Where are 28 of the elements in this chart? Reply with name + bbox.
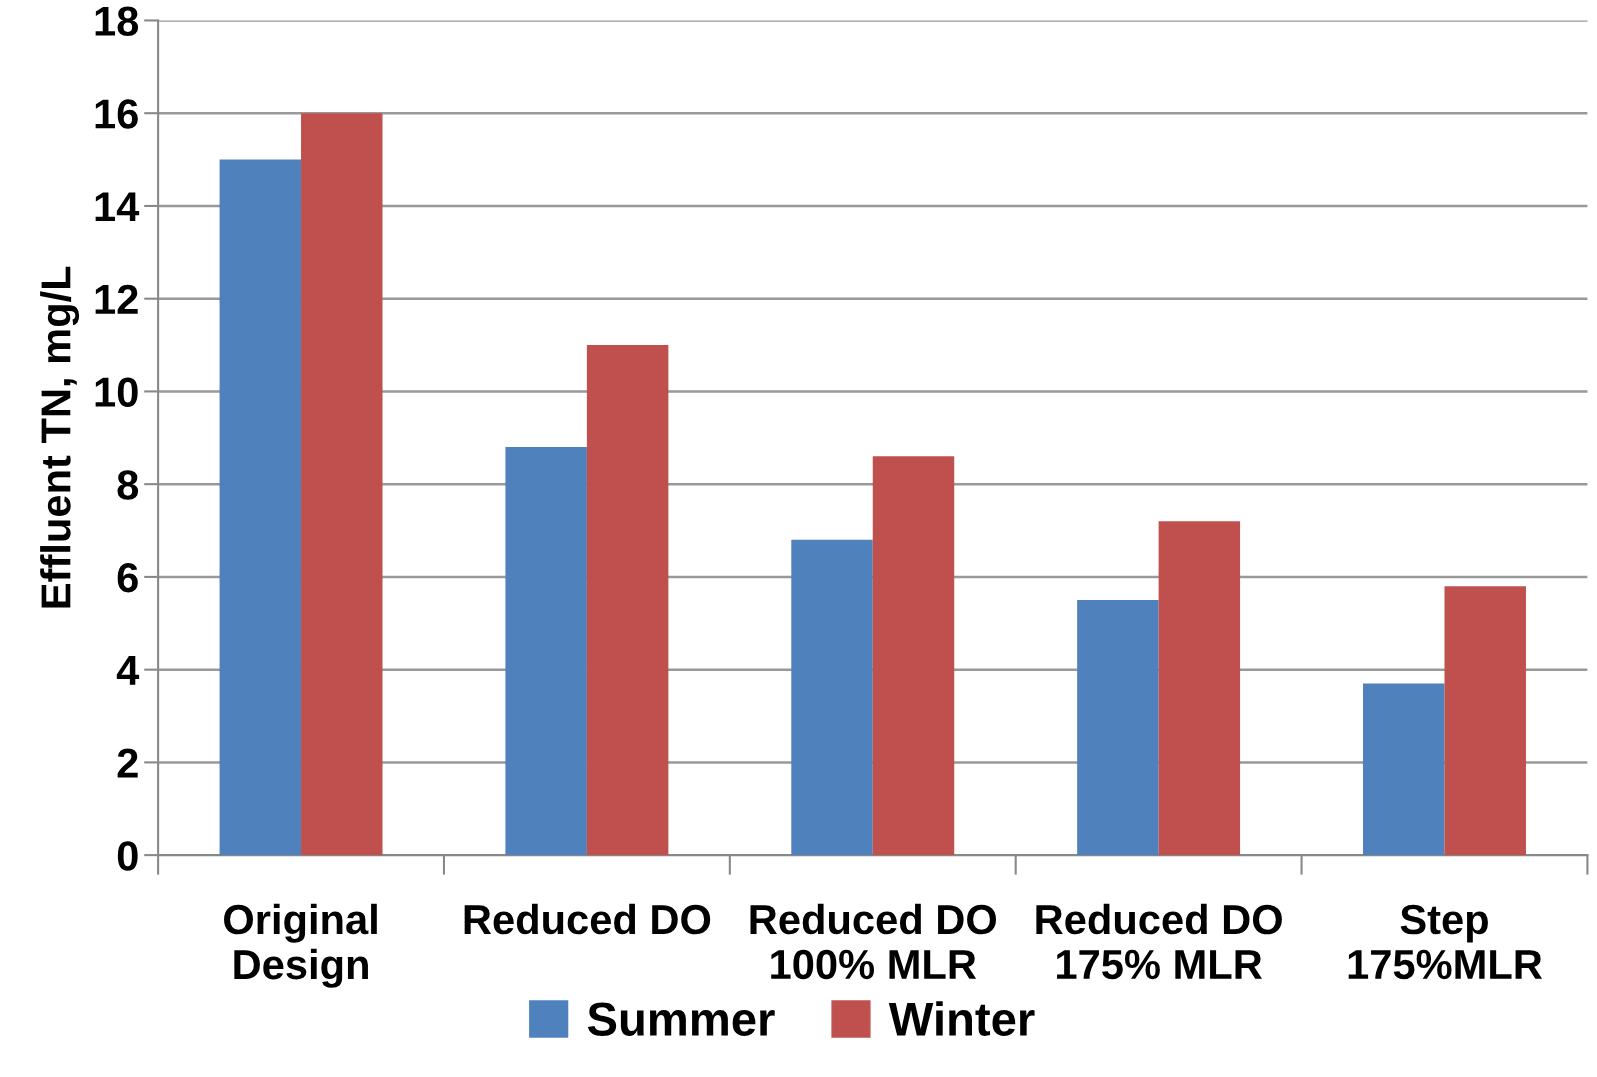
x-tick-label: Original Design [224, 903, 377, 988]
bar [1077, 600, 1159, 856]
y-tick-label: 8 [117, 470, 139, 500]
y-tick-label: 16 [95, 99, 138, 129]
x-tick-label: Reduced DO 100% MLR [750, 903, 997, 980]
y-tick-label: 4 [116, 656, 140, 685]
bar [586, 345, 669, 856]
bar [301, 113, 383, 856]
y-tick-label: 14 [95, 192, 140, 222]
legend-label: Winter [888, 1001, 1035, 1036]
y-tick-label: 18 [95, 6, 139, 36]
x-tick-label: Reduced DO [464, 903, 711, 935]
y-tick-label: 6 [117, 562, 138, 593]
y-tick-label: 10 [95, 377, 138, 407]
y-tick-label: 12 [95, 284, 138, 314]
bar [219, 159, 302, 856]
bar [791, 539, 873, 856]
bar [1444, 586, 1526, 856]
bar [1158, 521, 1241, 856]
x-tick-label: Reduced DO 175% MLR [1036, 903, 1282, 980]
y-axis-title: Effluent TN, mg/L [40, 266, 80, 608]
bar [505, 447, 587, 856]
y-tick-label: 0 [117, 841, 138, 871]
bar [872, 456, 955, 856]
x-tick-label: Step 175%MLR [1348, 904, 1543, 980]
legend-label: Summer [587, 1002, 775, 1036]
y-tick-label: 2 [117, 748, 138, 778]
bar [1363, 683, 1445, 856]
